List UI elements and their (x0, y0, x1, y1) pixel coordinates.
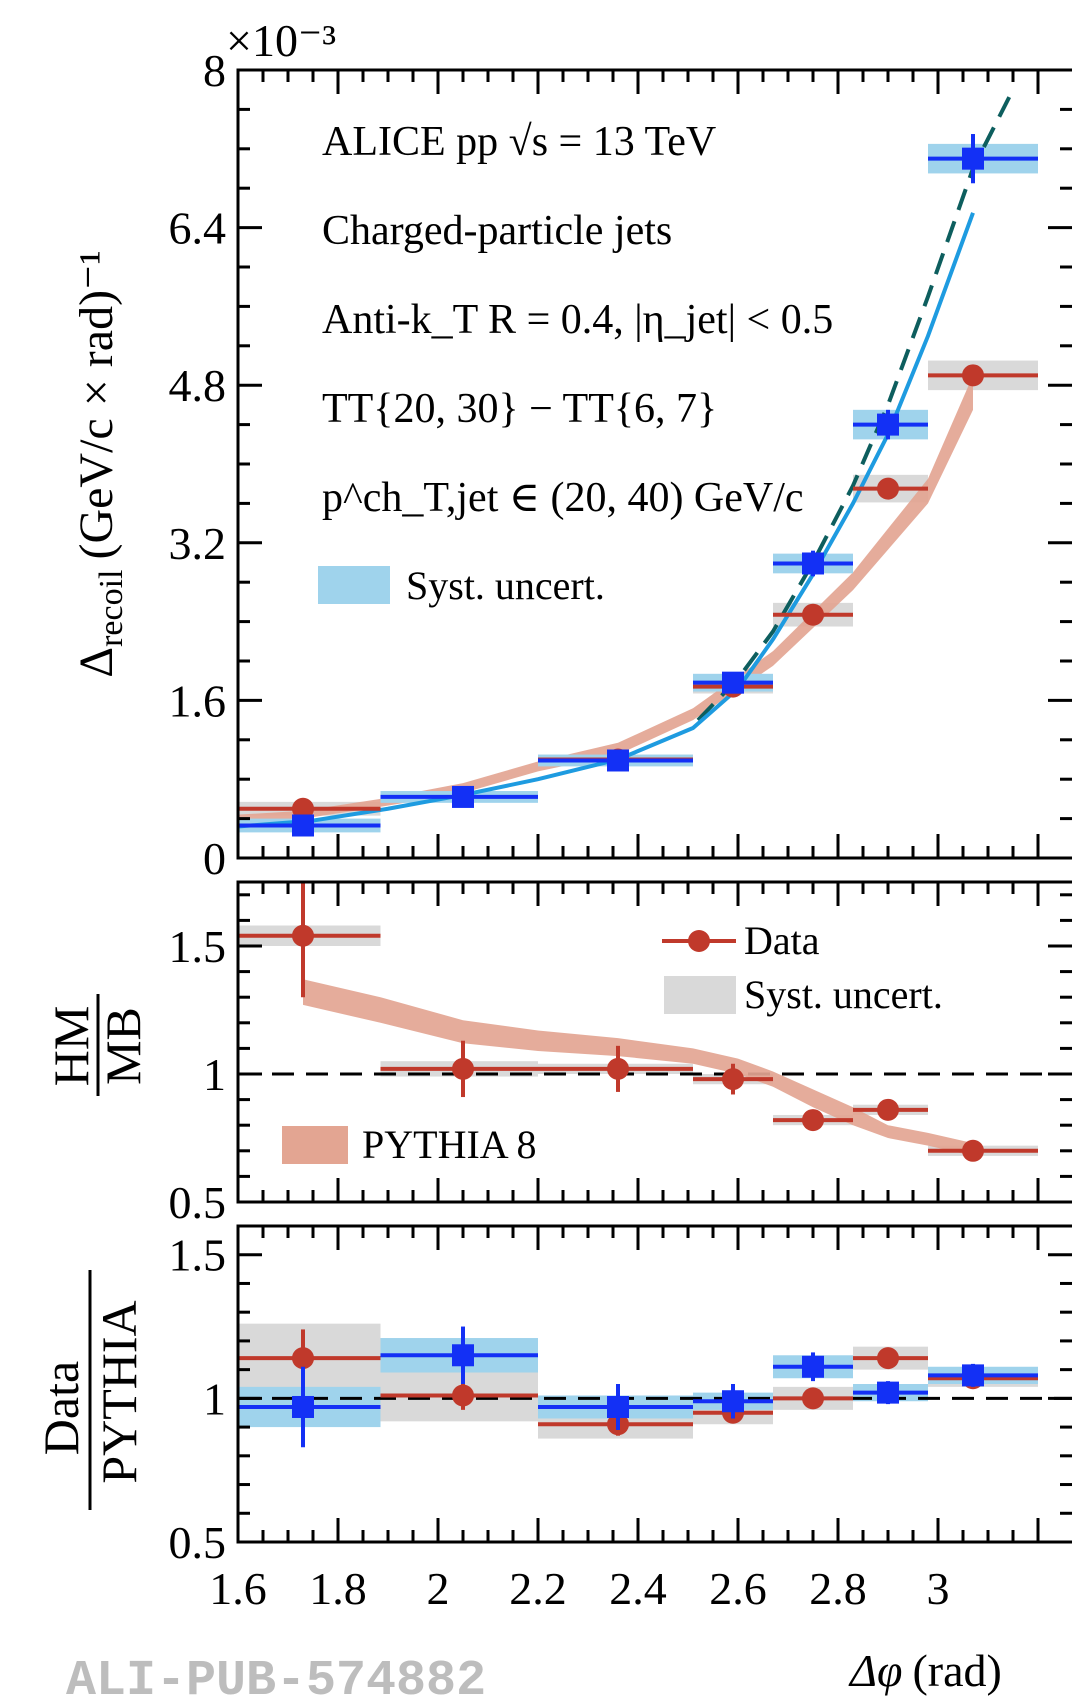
y-tick-label-1: 1.6 (169, 675, 227, 726)
middle-y-axis-title: HM MB (43, 994, 151, 1096)
ratio-numerator: HM (43, 1006, 99, 1087)
bot-blue-point-2 (607, 1395, 629, 1418)
annotation-algorithm: Anti-k_T R = 0.4, |η_jet| < 0.5 (322, 297, 833, 343)
legend-syst-blue-swatch (318, 566, 390, 604)
bot-blue-point-3 (722, 1390, 744, 1413)
x-tick-label-3: 2.2 (509, 1563, 567, 1614)
middle-plot-area (238, 882, 1072, 1162)
legend-pythia-swatch (282, 1126, 348, 1164)
top-panel: 0 1.6 3.2 4.8 6.4 8 ×10⁻³ Δrecoil(GeV/c × rad… (70, 15, 1072, 884)
mid-red-point-6 (962, 1139, 984, 1162)
ratio-numerator-data: Data (33, 1361, 89, 1455)
annotation-experiment: ALICE pp √s = 13 TeV (322, 119, 716, 165)
y-tick-label-4: 6.4 (169, 203, 227, 254)
annotation-jets: Charged-particle jets (322, 208, 672, 254)
y-tick-label-0: 0.5 (169, 1517, 227, 1568)
x-tick-label-4: 2.4 (609, 1563, 667, 1614)
top-curve-blue (238, 212, 975, 829)
x-tick-labels: 1.6 1.8 2 2.2 2.4 2.6 2.8 3 (209, 1563, 949, 1614)
bot-red-point-0 (292, 1347, 314, 1370)
x-tick-label-0: 1.6 (209, 1563, 267, 1614)
x-tick-label-7: 3 (927, 1563, 950, 1614)
bottom-plot-area (238, 1323, 1072, 1448)
top-red-point-4 (877, 477, 899, 500)
top-red-point-3 (802, 603, 824, 626)
y-tick-label-5: 8 (203, 45, 226, 96)
x-axis-title: Δφ (rad) (848, 1645, 1002, 1696)
publication-watermark: ALI-PUB-574882 (66, 1653, 486, 1700)
bot-blue-point-5 (877, 1381, 899, 1404)
legend-syst-grey-label: Syst. uncert. (744, 972, 943, 1017)
annotation-trigger: TT{20, 30} − TT{6, 7} (322, 386, 717, 432)
mid-red-point-1 (452, 1057, 474, 1080)
y-tick-label-3: 4.8 (169, 360, 227, 411)
mid-pythia-band (303, 979, 973, 1156)
mid-red-point-4 (802, 1109, 824, 1132)
bottom-panel-frame (236, 1224, 1072, 1544)
bot-red-point-5 (877, 1347, 899, 1370)
bottom-y-axis-title: Data PYTHIA (33, 1270, 147, 1510)
y-tick-label-0: 0.5 (169, 1177, 227, 1228)
top-blue-point-6 (962, 147, 984, 170)
top-blue-point-3 (722, 671, 744, 694)
mid-red-point-5 (877, 1098, 899, 1121)
x-tick-label-6: 2.8 (809, 1563, 867, 1614)
bottom-y-tick-labels: 0.5 1 1.5 (169, 1230, 227, 1568)
y-tick-label-2: 3.2 (169, 518, 227, 569)
top-curve-teal (696, 88, 1015, 722)
y-tick-label-1: 1 (203, 1373, 226, 1424)
y-tick-label-0: 0 (203, 833, 226, 884)
legend-data-marker (688, 930, 710, 952)
middle-y-tick-labels: 0.5 1 1.5 (169, 921, 227, 1228)
y-tick-label-2: 1.5 (169, 921, 227, 972)
middle-panel: 0.5 1 1.5 HM MB Data Syst. uncert. PYTHIA … (43, 880, 1072, 1228)
y-tick-label-1: 1 (203, 1049, 226, 1100)
bot-blue-point-1 (452, 1344, 474, 1367)
x-tick-label-2: 2 (427, 1563, 450, 1614)
top-blue-point-5 (877, 413, 899, 436)
bot-blue-point-6 (962, 1364, 984, 1387)
bottom-axis-ticks (236, 1224, 1072, 1544)
bot-blue-point-4 (802, 1355, 824, 1378)
top-y-axis-title: Δrecoil(GeV/c × rad)⁻¹ (70, 250, 130, 678)
middle-axis-ticks (236, 882, 1072, 1204)
bot-blue-point-0 (292, 1395, 314, 1418)
top-plot-area (238, 88, 1038, 837)
ratio-denominator: MB (95, 1007, 151, 1085)
top-pythia-band (238, 375, 973, 823)
y-tick-label-2: 1.5 (169, 1230, 227, 1281)
top-blue-point-4 (802, 552, 824, 575)
top-red-point-0 (292, 797, 314, 820)
legend-data-label: Data (744, 918, 820, 963)
top-blue-point-2 (607, 749, 629, 772)
bottom-panel: 0.5 1 1.5 1.6 1.8 2 2.2 2.4 2.6 2.8 3 Data PYTHIA… (33, 1224, 1072, 1696)
middle-panel-frame (236, 880, 1072, 1204)
x-tick-label-1: 1.8 (309, 1563, 367, 1614)
annotation-pt-range: p^ch_T,jet ∈ (20, 40) GeV/c (322, 475, 804, 521)
legend-pythia-label: PYTHIA 8 (362, 1122, 536, 1167)
mid-red-point-3 (722, 1068, 744, 1091)
bot-red-point-4 (802, 1387, 824, 1410)
top-axis-ticks (236, 68, 1072, 860)
top-y-tick-labels: 0 1.6 3.2 4.8 6.4 8 (169, 45, 227, 884)
top-red-point-5 (962, 364, 984, 387)
top-blue-point-0 (292, 814, 314, 837)
bot-red-point-1 (452, 1384, 474, 1407)
mid-red-point-0 (292, 924, 314, 947)
x-tick-label-5: 2.6 (709, 1563, 767, 1614)
legend-syst-grey-swatch (664, 976, 736, 1014)
middle-legend: Data Syst. uncert. PYTHIA 8 (282, 918, 943, 1167)
legend-syst-blue-label: Syst. uncert. (406, 563, 605, 608)
y-multiplier: ×10⁻³ (226, 15, 336, 66)
mid-red-point-2 (607, 1057, 629, 1080)
top-blue-point-1 (452, 785, 474, 808)
ratio-denominator-pythia: PYTHIA (91, 1300, 147, 1483)
top-annotations: ALICE pp √s = 13 TeV Charged-particle je… (322, 119, 833, 521)
